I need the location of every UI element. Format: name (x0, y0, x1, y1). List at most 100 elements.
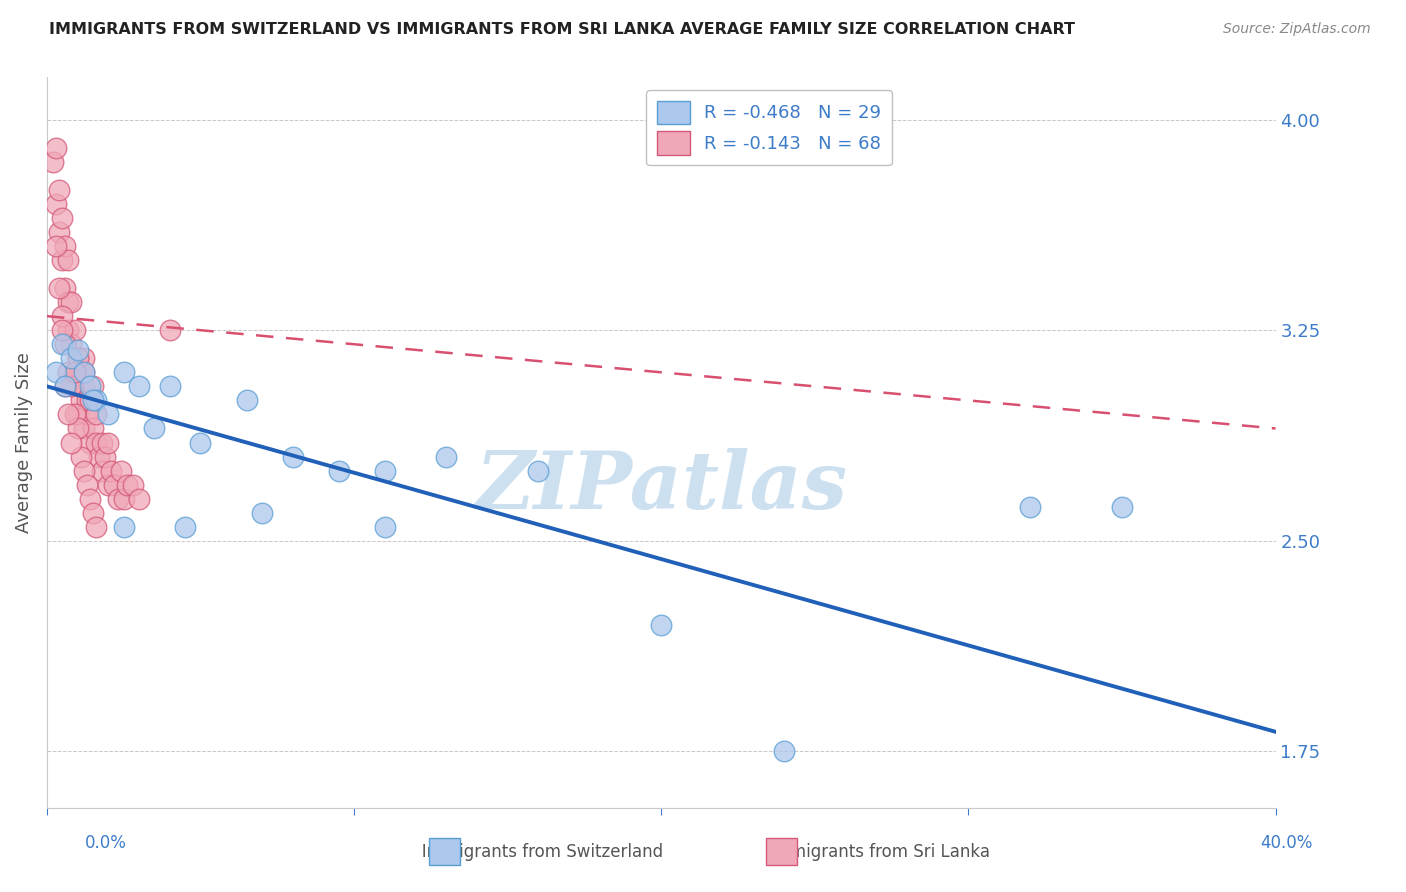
Point (1111, 500, 1133, 515)
Point (66, 408, 89, 422)
Point (69, 450, 91, 464)
Point (58, 323, 80, 337)
Point (48, 281, 70, 295)
Point (45, 365, 67, 379)
Point (115, 477, 138, 491)
Point (97, 408, 120, 422)
Text: IMMIGRANTS FROM SWITZERLAND VS IMMIGRANTS FROM SRI LANKA AVERAGE FAMILY SIZE COR: IMMIGRANTS FROM SWITZERLAND VS IMMIGRANT… (49, 22, 1076, 37)
Point (60, 379, 83, 393)
Point (58, 365, 80, 379)
Point (159, 323, 181, 337)
Point (82, 393, 104, 408)
Legend: R = -0.468   N = 29, R = -0.143   N = 68: R = -0.468 N = 29, R = -0.143 N = 68 (647, 90, 891, 165)
Point (374, 464, 396, 478)
Point (60, 351, 83, 366)
Point (91, 464, 114, 478)
Point (174, 520, 197, 534)
Point (60, 337, 83, 351)
Point (73, 464, 96, 478)
Point (76, 408, 98, 422)
Point (112, 365, 135, 379)
Point (100, 464, 122, 478)
Point (60, 435, 83, 450)
Point (250, 506, 273, 520)
Text: ZIPatlas: ZIPatlas (475, 448, 848, 525)
Point (51, 309, 73, 323)
Point (53, 281, 76, 295)
Point (103, 477, 125, 491)
Point (48, 183, 70, 197)
Point (63, 408, 86, 422)
Point (63, 365, 86, 379)
Point (69, 393, 91, 408)
Point (527, 464, 550, 478)
Point (84, 435, 107, 450)
Point (82, 421, 104, 435)
Text: Immigrants from Switzerland: Immigrants from Switzerland (406, 843, 662, 861)
Point (63, 365, 86, 379)
Point (51, 337, 73, 351)
Point (190, 435, 212, 450)
Point (94, 450, 117, 464)
Point (97, 435, 120, 450)
Point (82, 506, 104, 520)
Point (51, 252, 73, 267)
Point (773, 744, 796, 758)
Point (73, 351, 96, 366)
Point (63, 323, 86, 337)
Point (128, 491, 150, 506)
Point (73, 365, 96, 379)
Point (73, 365, 96, 379)
Point (53, 239, 76, 253)
Point (374, 520, 396, 534)
Point (79, 393, 101, 408)
Point (87, 450, 110, 464)
Text: 0.0%: 0.0% (84, 834, 127, 852)
Point (69, 365, 91, 379)
Point (73, 379, 96, 393)
Point (434, 450, 457, 464)
Point (91, 435, 114, 450)
Text: 40.0%: 40.0% (1260, 834, 1313, 852)
Point (112, 491, 135, 506)
Point (73, 421, 96, 435)
Point (650, 618, 672, 632)
Point (107, 491, 129, 506)
Point (53, 379, 76, 393)
Point (84, 520, 107, 534)
Point (84, 393, 107, 408)
Point (79, 435, 101, 450)
Point (58, 252, 80, 267)
Point (79, 491, 101, 506)
Point (143, 421, 166, 435)
Point (79, 379, 101, 393)
Point (84, 408, 107, 422)
Point (45, 141, 67, 155)
Point (159, 379, 181, 393)
Point (82, 379, 104, 393)
Point (112, 520, 135, 534)
Point (42, 154, 65, 169)
Point (97, 477, 120, 491)
Text: Immigrants from Sri Lanka: Immigrants from Sri Lanka (754, 843, 990, 861)
Point (1018, 500, 1040, 515)
Point (328, 464, 350, 478)
Point (53, 337, 76, 351)
Point (45, 196, 67, 211)
Point (51, 211, 73, 225)
Point (66, 351, 89, 366)
Point (76, 477, 98, 491)
Point (66, 379, 89, 393)
Point (281, 450, 304, 464)
Point (58, 408, 80, 422)
Point (66, 351, 89, 366)
Text: Source: ZipAtlas.com: Source: ZipAtlas.com (1223, 22, 1371, 37)
Y-axis label: Average Family Size: Average Family Size (15, 352, 32, 533)
Point (51, 323, 73, 337)
Point (235, 393, 257, 408)
Point (53, 379, 76, 393)
Point (110, 464, 132, 478)
Point (58, 295, 80, 310)
Point (128, 379, 150, 393)
Point (122, 477, 145, 491)
